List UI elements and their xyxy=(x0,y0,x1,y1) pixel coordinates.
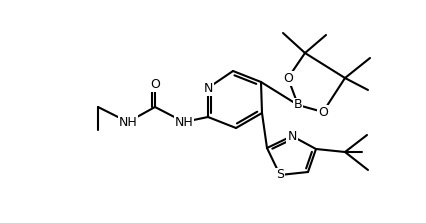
Text: S: S xyxy=(275,169,283,182)
Text: N: N xyxy=(287,130,296,142)
Text: NH: NH xyxy=(118,116,137,128)
Text: NH: NH xyxy=(174,116,193,128)
Text: N: N xyxy=(203,81,212,95)
Text: O: O xyxy=(282,72,292,85)
Text: O: O xyxy=(317,105,327,118)
Text: O: O xyxy=(150,78,160,91)
Text: B: B xyxy=(293,99,302,112)
